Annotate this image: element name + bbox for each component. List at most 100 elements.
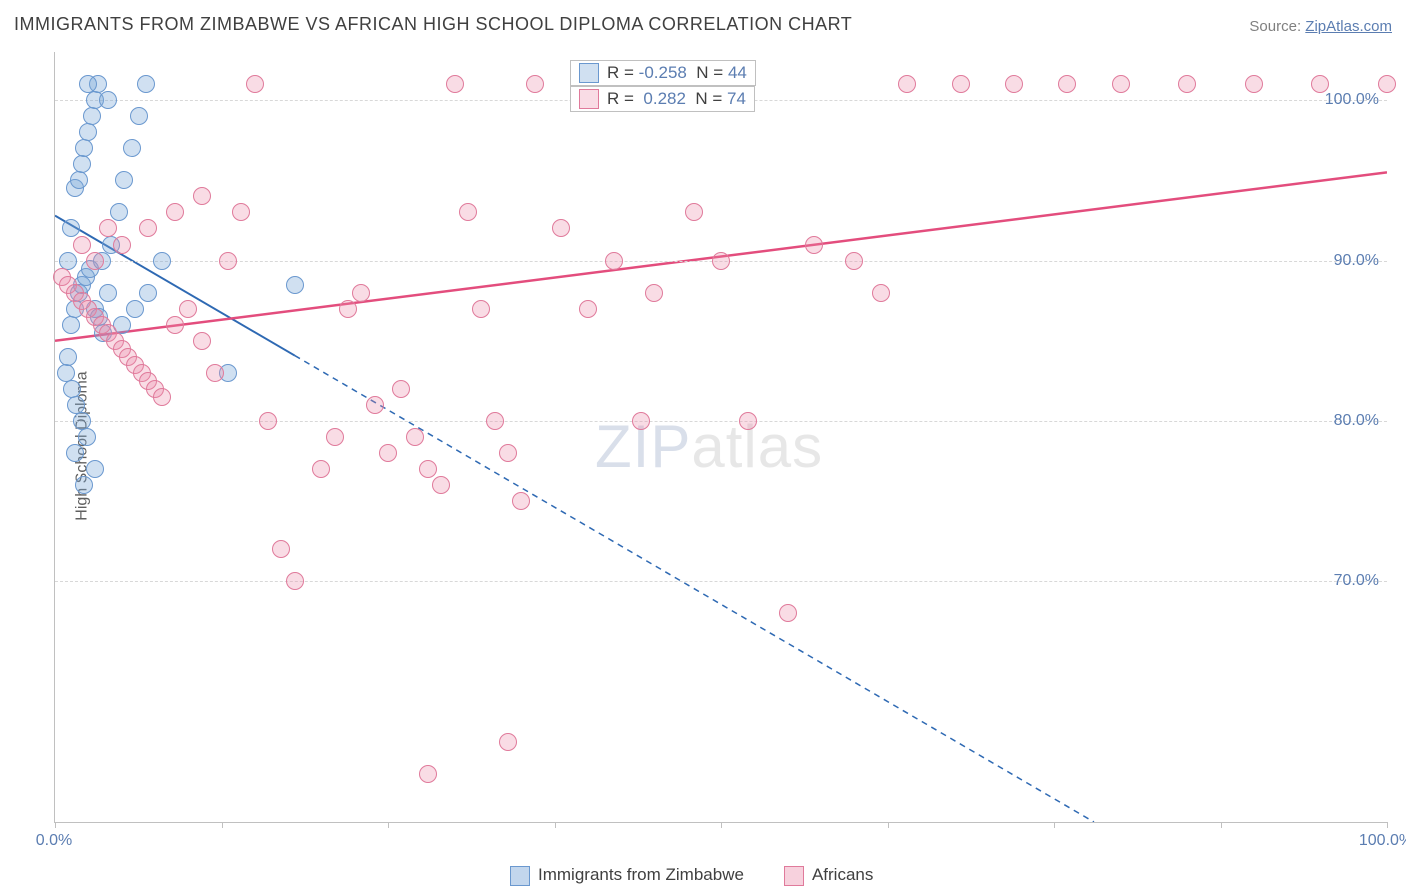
data-point [898, 75, 916, 93]
data-point [632, 412, 650, 430]
data-point [1112, 75, 1130, 93]
scatter-plot: ZIPatlas 70.0%80.0%90.0%100.0% [54, 52, 1387, 823]
data-point [419, 460, 437, 478]
source-credit: Source: ZipAtlas.com [1249, 18, 1392, 35]
data-point [499, 444, 517, 462]
data-point [605, 252, 623, 270]
data-point [685, 203, 703, 221]
data-point [166, 316, 184, 334]
data-point [406, 428, 424, 446]
data-point [952, 75, 970, 93]
data-point [272, 540, 290, 558]
chart-title: IMMIGRANTS FROM ZIMBABWE VS AFRICAN HIGH… [14, 14, 852, 35]
data-point [312, 460, 330, 478]
data-point [153, 252, 171, 270]
legend-item-2: Africans [784, 865, 873, 886]
data-point [79, 123, 97, 141]
data-point [99, 91, 117, 109]
data-point [1378, 75, 1396, 93]
legend-swatch-b1 [510, 866, 530, 886]
data-point [153, 388, 171, 406]
x-tick-label: 0.0% [36, 832, 72, 850]
data-point [419, 765, 437, 783]
data-point [339, 300, 357, 318]
data-point [286, 276, 304, 294]
data-point [66, 444, 84, 462]
data-point [712, 252, 730, 270]
data-point [193, 187, 211, 205]
data-point [78, 428, 96, 446]
watermark-atlas: atlas [691, 413, 823, 480]
y-tick-label: 90.0% [1334, 252, 1379, 270]
data-point [845, 252, 863, 270]
legend-swatch-b2 [784, 866, 804, 886]
data-point [552, 219, 570, 237]
legend-stats-row-1: R = -0.258 N = 44 [570, 60, 756, 86]
data-point [73, 155, 91, 173]
source-link[interactable]: ZipAtlas.com [1305, 18, 1392, 35]
data-point [1058, 75, 1076, 93]
data-point [246, 75, 264, 93]
data-point [79, 75, 97, 93]
source-prefix: Source: [1249, 18, 1305, 35]
data-point [872, 284, 890, 302]
legend-stats-row-2: R = 0.282 N = 74 [570, 86, 755, 112]
data-point [75, 476, 93, 494]
data-point [499, 733, 517, 751]
data-point [739, 412, 757, 430]
watermark: ZIPatlas [595, 412, 823, 481]
data-point [432, 476, 450, 494]
data-point [1245, 75, 1263, 93]
legend-r-1: -0.258 [639, 63, 687, 83]
data-point [486, 412, 504, 430]
y-tick-label: 70.0% [1334, 572, 1379, 590]
data-point [110, 203, 128, 221]
data-point [99, 284, 117, 302]
data-point [86, 460, 104, 478]
data-point [1311, 75, 1329, 93]
data-point [123, 139, 141, 157]
data-point [137, 75, 155, 93]
data-point [75, 139, 93, 157]
data-point [139, 284, 157, 302]
data-point [366, 396, 384, 414]
data-point [113, 236, 131, 254]
data-point [179, 300, 197, 318]
data-point [526, 75, 544, 93]
legend-swatch-2 [579, 89, 599, 109]
data-point [352, 284, 370, 302]
data-point [446, 75, 464, 93]
data-point [1005, 75, 1023, 93]
legend-n-2: 74 [727, 89, 746, 109]
data-point [379, 444, 397, 462]
data-point [193, 332, 211, 350]
legend-r-2: 0.282 [643, 89, 686, 109]
x-tick-label: 100.0% [1359, 832, 1406, 850]
data-point [805, 236, 823, 254]
data-point [63, 380, 81, 398]
data-point [139, 219, 157, 237]
y-tick-label: 100.0% [1325, 91, 1379, 109]
data-point [472, 300, 490, 318]
data-point [99, 219, 117, 237]
data-point [645, 284, 663, 302]
data-point [232, 203, 250, 221]
data-point [779, 604, 797, 622]
data-point [259, 412, 277, 430]
data-point [70, 171, 88, 189]
data-point [59, 348, 77, 366]
data-point [86, 252, 104, 270]
data-point [73, 236, 91, 254]
legend-label-2: Africans [812, 865, 873, 884]
data-point [166, 203, 184, 221]
data-point [62, 219, 80, 237]
legend-swatch-1 [579, 63, 599, 83]
data-point [130, 107, 148, 125]
legend-bottom: Immigrants from Zimbabwe Africans [510, 865, 873, 886]
legend-item-1: Immigrants from Zimbabwe [510, 865, 744, 886]
data-point [83, 107, 101, 125]
data-point [579, 300, 597, 318]
legend-label-1: Immigrants from Zimbabwe [538, 865, 744, 884]
data-point [126, 300, 144, 318]
data-point [206, 364, 224, 382]
